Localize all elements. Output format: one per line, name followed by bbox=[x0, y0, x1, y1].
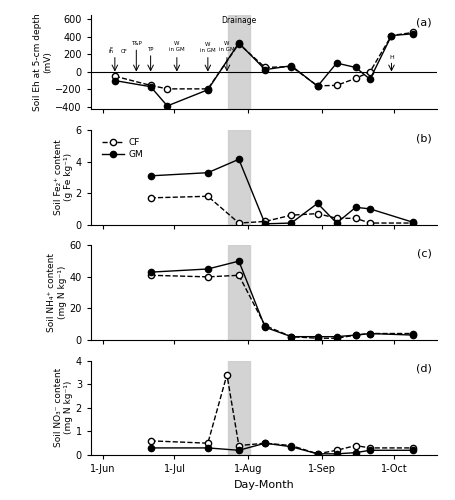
Bar bbox=[228, 360, 250, 455]
Text: (c): (c) bbox=[417, 248, 432, 258]
Text: (d): (d) bbox=[416, 364, 432, 374]
Text: W
in GM: W in GM bbox=[169, 41, 185, 51]
Text: TP: TP bbox=[147, 47, 154, 52]
Bar bbox=[228, 15, 250, 110]
Legend: CF, GM: CF, GM bbox=[99, 136, 146, 162]
Text: F: F bbox=[110, 47, 113, 52]
X-axis label: Day-Month: Day-Month bbox=[233, 480, 294, 490]
Y-axis label: Soil Eh at 5-cm depth
(mV): Soil Eh at 5-cm depth (mV) bbox=[33, 14, 53, 111]
Y-axis label: Soil NO₃⁻ content
(mg N kg⁻¹): Soil NO₃⁻ content (mg N kg⁻¹) bbox=[54, 368, 73, 448]
Text: CF: CF bbox=[121, 49, 128, 54]
Y-axis label: Soil Fe₂⁺ content
(g Fe kg⁻¹): Soil Fe₂⁺ content (g Fe kg⁻¹) bbox=[54, 140, 73, 216]
Text: Drainage: Drainage bbox=[221, 16, 257, 26]
Text: W
in GM: W in GM bbox=[219, 41, 235, 51]
Bar bbox=[228, 130, 250, 224]
Text: W
in GM: W in GM bbox=[200, 42, 216, 53]
Text: (b): (b) bbox=[416, 133, 432, 143]
Y-axis label: Soil NH₄⁺ content
(mg N kg⁻¹): Soil NH₄⁺ content (mg N kg⁻¹) bbox=[47, 253, 67, 332]
Text: (a): (a) bbox=[416, 18, 432, 28]
Text: T&P: T&P bbox=[131, 42, 142, 46]
Bar bbox=[228, 246, 250, 340]
Text: in: in bbox=[109, 49, 114, 54]
Text: H: H bbox=[389, 54, 394, 60]
